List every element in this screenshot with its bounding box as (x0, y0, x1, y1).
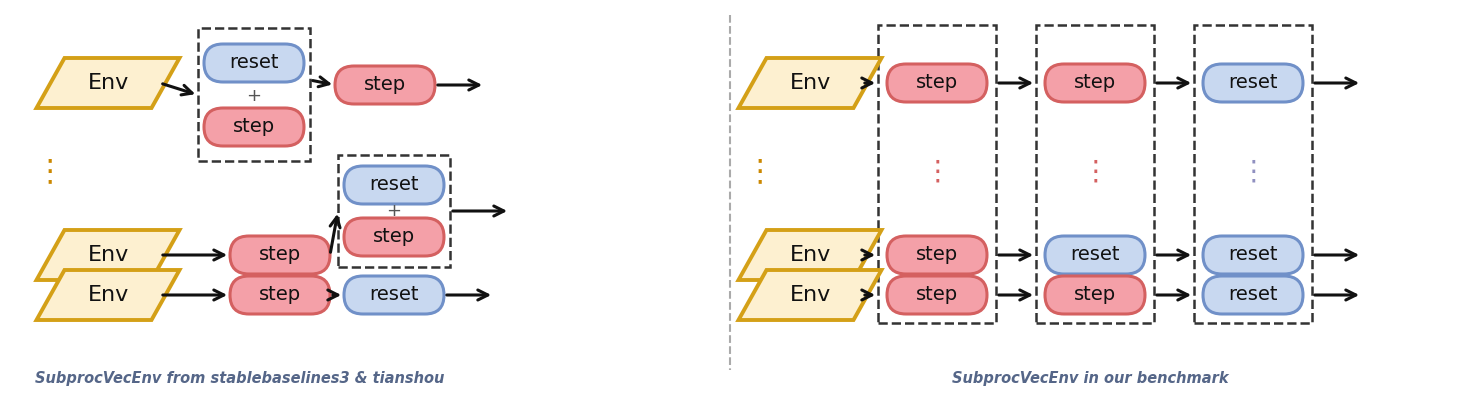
FancyBboxPatch shape (1203, 236, 1303, 274)
Text: ⋮: ⋮ (1240, 158, 1267, 186)
Polygon shape (37, 58, 179, 108)
FancyBboxPatch shape (334, 66, 436, 104)
Polygon shape (738, 58, 882, 108)
FancyBboxPatch shape (204, 108, 304, 146)
Text: reset: reset (1228, 73, 1278, 93)
Text: Env: Env (789, 245, 830, 265)
Text: +: + (246, 87, 261, 105)
Text: reset: reset (370, 286, 418, 304)
Text: step: step (915, 286, 958, 304)
FancyBboxPatch shape (1045, 276, 1146, 314)
Text: ⋮: ⋮ (745, 158, 775, 186)
Text: step: step (364, 75, 406, 95)
FancyBboxPatch shape (343, 166, 445, 204)
FancyBboxPatch shape (888, 276, 987, 314)
FancyBboxPatch shape (888, 236, 987, 274)
Text: step: step (260, 286, 301, 304)
Text: step: step (915, 245, 958, 265)
FancyBboxPatch shape (1203, 276, 1303, 314)
FancyBboxPatch shape (888, 64, 987, 102)
FancyBboxPatch shape (204, 44, 304, 82)
Bar (1036, 25, 1155, 323)
Bar (1194, 25, 1311, 323)
Text: step: step (1074, 73, 1116, 93)
Text: step: step (373, 227, 415, 247)
Text: Env: Env (88, 73, 129, 93)
FancyBboxPatch shape (343, 218, 445, 256)
Text: ⋮: ⋮ (35, 158, 65, 186)
Bar (879, 25, 996, 323)
Text: step: step (915, 73, 958, 93)
Text: reset: reset (1071, 245, 1119, 265)
Text: reset: reset (370, 176, 418, 194)
Text: SubprocVecEnv from stablebaselines3 & tianshou: SubprocVecEnv from stablebaselines3 & ti… (35, 371, 445, 385)
FancyBboxPatch shape (1203, 64, 1303, 102)
Text: Env: Env (789, 285, 830, 305)
Bar (337, 155, 450, 267)
Text: reset: reset (229, 53, 279, 73)
Text: Env: Env (88, 285, 129, 305)
Text: SubprocVecEnv in our benchmark: SubprocVecEnv in our benchmark (952, 371, 1228, 385)
Text: step: step (233, 117, 276, 136)
Polygon shape (738, 270, 882, 320)
Text: ⋮: ⋮ (1081, 158, 1109, 186)
Polygon shape (37, 270, 179, 320)
FancyBboxPatch shape (343, 276, 445, 314)
Polygon shape (738, 230, 882, 280)
Polygon shape (37, 230, 179, 280)
Text: +: + (386, 202, 402, 220)
Text: Env: Env (88, 245, 129, 265)
Text: Env: Env (789, 73, 830, 93)
Text: ⋮: ⋮ (923, 158, 951, 186)
Text: reset: reset (1228, 245, 1278, 265)
Text: reset: reset (1228, 286, 1278, 304)
FancyBboxPatch shape (1045, 236, 1146, 274)
Text: step: step (260, 245, 301, 265)
FancyBboxPatch shape (1045, 64, 1146, 102)
Text: step: step (1074, 286, 1116, 304)
Bar (198, 28, 310, 161)
FancyBboxPatch shape (230, 276, 330, 314)
FancyBboxPatch shape (230, 236, 330, 274)
